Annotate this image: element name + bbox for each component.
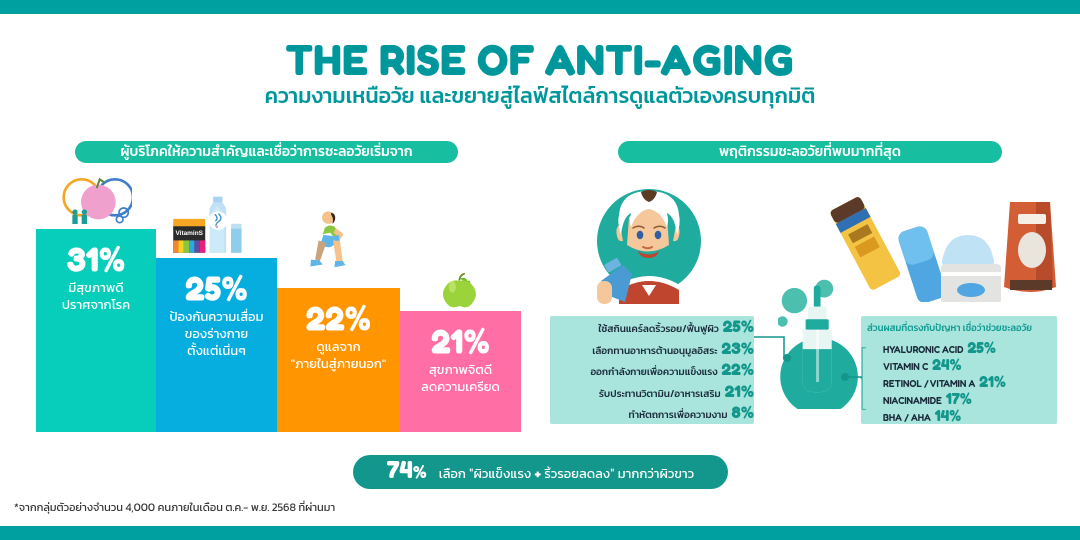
svg-text:VitaminS: VitaminS — [175, 230, 203, 237]
